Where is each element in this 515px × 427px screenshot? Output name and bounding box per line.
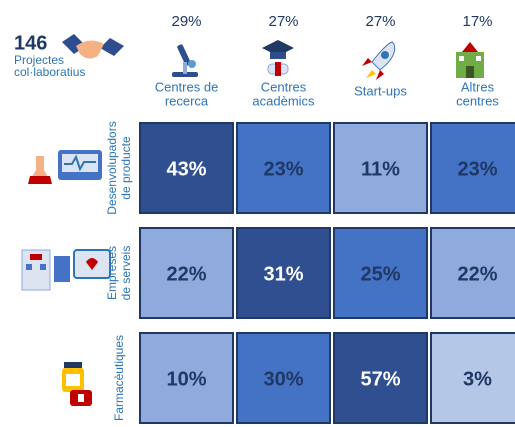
cell-value: 22% [457, 263, 497, 285]
graduation-icon [262, 40, 294, 76]
microscope-icon [172, 44, 198, 77]
heat-cell [139, 122, 234, 214]
cell-value: 23% [263, 158, 303, 180]
row-label: Farmacèutiques [112, 335, 126, 421]
column-share: 29% [171, 13, 201, 30]
heat-cell [333, 227, 428, 319]
column-label: acadèmics [252, 93, 315, 108]
heat-cell [236, 332, 331, 424]
heat-cell [139, 227, 234, 319]
heat-cell [333, 122, 428, 214]
medicine-icon [62, 362, 92, 406]
heat-cell [236, 227, 331, 319]
building-icon [456, 42, 484, 78]
row-label: Empreses [105, 246, 119, 300]
cell-value: 57% [360, 368, 400, 390]
rocket-icon [362, 41, 396, 80]
column-label: Centres de [155, 79, 219, 94]
cell-value: 23% [457, 158, 497, 180]
cell-value: 3% [463, 368, 492, 390]
cell-value: 30% [263, 368, 303, 390]
column-label: Centres [261, 79, 307, 94]
project-label: Projectes [14, 53, 64, 67]
column-label: centres [456, 93, 499, 108]
handshake-icon [62, 34, 124, 59]
row-label: de producte [119, 136, 133, 200]
column-share: 27% [365, 13, 395, 30]
lab-equipment-icon [28, 150, 102, 184]
column-share: 17% [462, 13, 492, 30]
cell-value: 10% [166, 368, 206, 390]
heat-cell [139, 332, 234, 424]
heat-cell [430, 122, 515, 214]
row-label: de serveis [119, 246, 133, 301]
heat-cell [333, 332, 428, 424]
heat-cell [430, 227, 515, 319]
column-share: 27% [268, 13, 298, 30]
project-count: 146 [14, 32, 47, 54]
cell-value: 11% [361, 158, 400, 180]
cell-value: 43% [166, 158, 206, 180]
heat-cell [430, 332, 515, 424]
column-label: Altres [461, 79, 495, 94]
column-label: Start-ups [354, 83, 407, 98]
services-icon [21, 249, 111, 291]
column-label: recerca [165, 93, 209, 108]
cell-value: 25% [360, 263, 400, 285]
row-label: Desenvolupadors [105, 121, 119, 214]
heat-cell [236, 122, 331, 214]
cell-value: 31% [263, 263, 303, 285]
project-label: col·laboratius [14, 65, 85, 79]
cell-value: 22% [166, 263, 206, 285]
